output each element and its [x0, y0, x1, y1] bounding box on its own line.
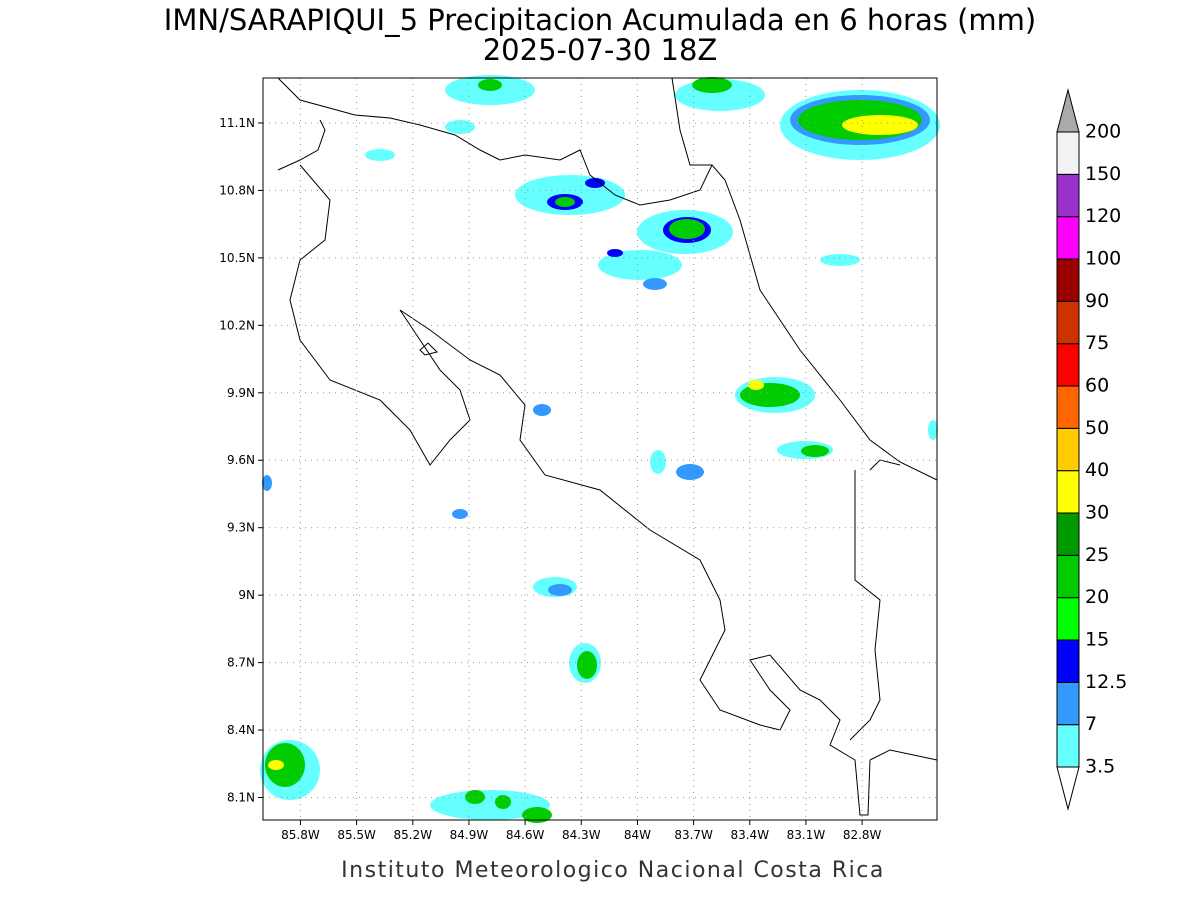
x-tick-label: 83.4W [730, 828, 769, 842]
colorbar-swatch [1056, 173, 1080, 218]
grid [263, 78, 937, 820]
x-tick-label: 85.2W [393, 828, 432, 842]
y-tick-label: 9.9N [227, 386, 255, 400]
colorbar-swatch [1056, 258, 1080, 302]
colorbar-swatch [1056, 470, 1080, 514]
coastlines [277, 77, 938, 816]
x-tick-label: 83.1W [787, 828, 826, 842]
colorbar-label: 90 [1085, 290, 1109, 312]
colorbar-label: 30 [1085, 502, 1109, 524]
colorbar-swatch [1056, 131, 1080, 175]
title: IMN/SARAPIQUI_5 Precipitacion Acumulada … [164, 3, 1036, 37]
colorbar-swatch [1056, 724, 1080, 768]
colorbar-swatch [1056, 512, 1080, 556]
colorbar-label: 25 [1085, 544, 1109, 566]
y-tick-label: 10.8N [219, 183, 255, 197]
colorbar-label: 15 [1085, 629, 1109, 651]
colorbar-label: 120 [1085, 205, 1121, 227]
colorbar-label: 40 [1085, 459, 1109, 481]
precipitation-field [260, 75, 940, 823]
colorbar-label: 100 [1085, 248, 1121, 270]
colorbar-swatch [1056, 427, 1080, 472]
colorbar-label: 20 [1085, 586, 1109, 608]
y-tick-label: 9N [238, 588, 255, 602]
y-tick-label: 10.5N [219, 251, 255, 265]
map-frame [262, 77, 938, 821]
y-tick-label: 8.7N [227, 656, 255, 670]
y-tick-label: 9.3N [227, 521, 255, 535]
x-tick-label: 84.9W [450, 828, 489, 842]
axis-labels: 85.8W 85.5W 85.2W 84.9W 84.6W 84.3W 84W 83.7W 83… [219, 116, 881, 842]
x-tick-label: 84.3W [562, 828, 601, 842]
x-tick-label: 84.6W [506, 828, 545, 842]
y-tick-label: 9.6N [227, 453, 255, 467]
colorbar-label: 75 [1085, 332, 1109, 354]
x-tick-label: 83.7W [674, 828, 713, 842]
x-tick-label: 82.8W [843, 828, 882, 842]
colorbar-swatch [1056, 216, 1080, 260]
colorbar-label: 3.5 [1085, 756, 1115, 778]
colorbar: 3.5 7 12.5 15 20 25 30 40 50 60 75 90 100 120 150 200 [1056, 88, 1127, 811]
colorbar-swatch [1056, 385, 1080, 429]
colorbar-swatch [1056, 597, 1080, 641]
y-tick-label: 11.1N [219, 116, 255, 130]
y-tick-label: 8.1N [227, 791, 255, 805]
colorbar-label: 60 [1085, 375, 1109, 397]
colorbar-swatch [1056, 681, 1080, 726]
y-tick-label: 10.2N [219, 318, 255, 332]
colorbar-label: 12.5 [1085, 671, 1127, 693]
colorbar-label: 200 [1085, 121, 1121, 143]
colorbar-under-arrow [1056, 766, 1080, 811]
subtitle: 2025-07-30 18Z [483, 33, 718, 67]
footer: Instituto Meteorologico Nacional Costa R… [341, 858, 885, 883]
y-tick-label: 8.4N [227, 723, 255, 737]
colorbar-swatch [1056, 554, 1080, 599]
x-tick-label: 85.5W [337, 828, 376, 842]
colorbar-swatch [1056, 300, 1080, 345]
x-tick-label: 84W [624, 828, 651, 842]
colorbar-swatch [1056, 343, 1080, 387]
x-tick-label: 85.8W [281, 828, 320, 842]
colorbar-label: 7 [1085, 713, 1097, 735]
colorbar-label: 50 [1085, 417, 1109, 439]
colorbar-over-arrow [1056, 88, 1080, 133]
colorbar-label: 150 [1085, 163, 1121, 185]
colorbar-swatch [1056, 639, 1080, 683]
